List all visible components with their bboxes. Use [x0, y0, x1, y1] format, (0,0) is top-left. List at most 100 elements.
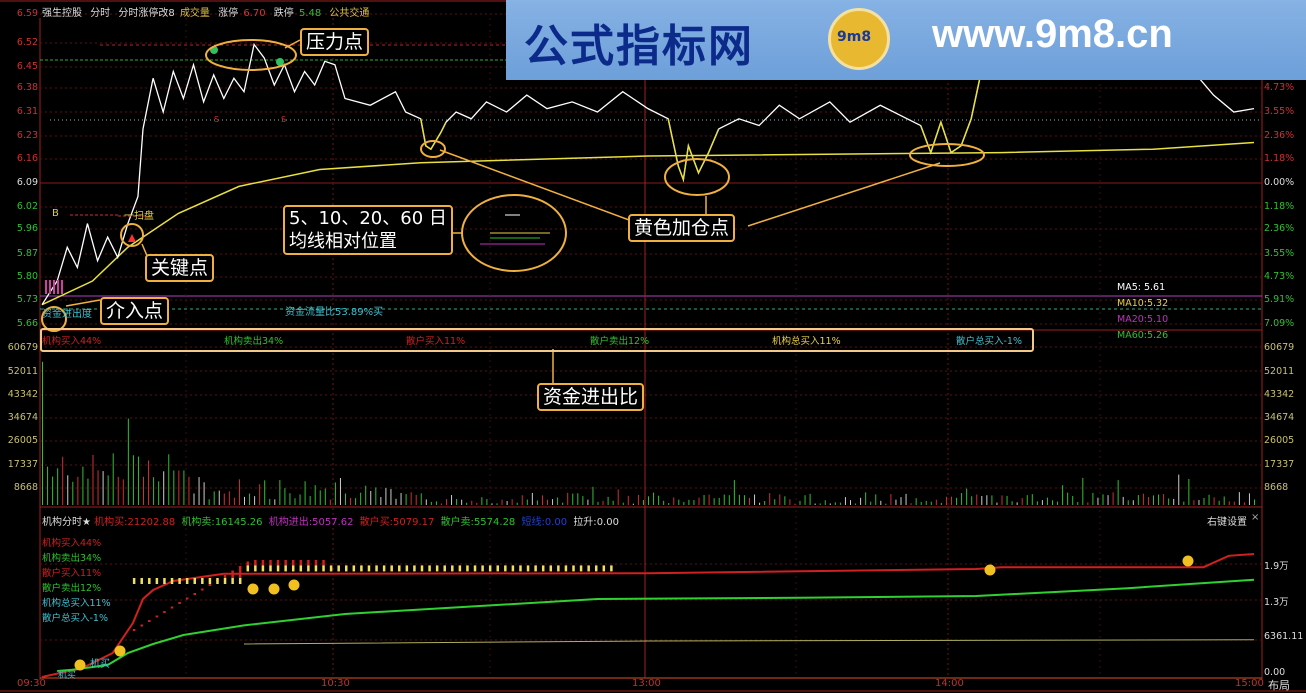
price-tick: 6.31	[16, 106, 38, 117]
signal-bar	[329, 565, 333, 572]
volume-bar	[294, 498, 296, 505]
watermark-banner: 公式指标网 9m8 www.9m8.cn	[506, 0, 1306, 80]
volume-bar	[269, 498, 271, 505]
volume-bar	[319, 490, 321, 505]
volume-bar	[1092, 492, 1094, 505]
annotation-arrow	[439, 149, 641, 225]
signal-bar	[170, 606, 174, 609]
annotation-arrow	[284, 39, 301, 49]
price-tick: 6.16	[16, 153, 38, 164]
signal-bar	[201, 578, 204, 584]
volume-bar	[552, 499, 554, 505]
volume-bar	[683, 501, 685, 505]
stock-name[interactable]: 强生控股	[42, 8, 82, 19]
volume-bar	[314, 485, 316, 505]
signal-bar	[579, 565, 583, 572]
volume-bar	[632, 503, 634, 505]
volume-bar	[900, 497, 902, 505]
signal-bar	[572, 565, 575, 572]
indicator-name[interactable]: 分时涨停改8	[118, 8, 175, 19]
volume-bar	[981, 495, 983, 505]
time-tick: 10:30	[321, 678, 350, 689]
signal-bar	[375, 565, 378, 572]
volume-bar	[1248, 493, 1250, 505]
volume-bar	[476, 502, 478, 505]
signal-bar	[276, 565, 280, 572]
stat-label: 散户买:	[359, 517, 394, 528]
signal-bar	[148, 620, 151, 622]
volume-bar	[1016, 502, 1018, 505]
fund-ratio-item: 机构总买入11%	[772, 336, 841, 347]
signal-bar	[170, 578, 174, 584]
volume-bar	[193, 493, 195, 505]
annotation-arrow	[65, 299, 101, 307]
signal-bar	[307, 565, 310, 572]
right-click-settings[interactable]: 右键设置	[1207, 517, 1247, 528]
signal-bar	[534, 565, 537, 572]
signal-bar	[178, 578, 181, 584]
volume-bar	[814, 503, 816, 505]
volume-bar	[592, 486, 594, 505]
smiley-icon	[114, 645, 126, 657]
volume-bar	[370, 490, 372, 505]
volume-bar	[915, 498, 917, 505]
institution-buy-line	[41, 553, 1255, 678]
signal-bar	[451, 565, 454, 572]
volume-bar	[430, 501, 432, 505]
volume-bar	[425, 499, 427, 505]
signal-bar	[420, 565, 424, 572]
fund-flow-text: 资金流量比53.89%买	[285, 307, 384, 318]
volume-bar	[1112, 492, 1114, 505]
volume-bar	[481, 497, 483, 505]
volume-bar	[789, 499, 791, 505]
volume-bar	[673, 497, 675, 505]
lower-panel-title[interactable]: 机构分时★	[42, 517, 91, 528]
volume-bar	[405, 493, 407, 505]
stat-label: 机构卖:	[181, 517, 215, 528]
volume-bar	[238, 479, 240, 505]
volume-bar	[1067, 492, 1069, 505]
sector-name[interactable]: 公共交通	[329, 8, 370, 19]
volume-bar	[1188, 478, 1190, 505]
volume-bar	[521, 495, 523, 505]
signal-bar	[291, 565, 295, 572]
volume-bar	[451, 495, 453, 505]
layout-button[interactable]: 布局	[1268, 679, 1290, 692]
volume-bar	[1203, 497, 1205, 505]
volume-bar	[1183, 501, 1185, 505]
smiley-icon	[288, 579, 300, 591]
volume-bar	[920, 501, 922, 505]
volume-bar	[446, 499, 447, 505]
signal-bar	[238, 578, 242, 584]
stat-label: 机构进出:	[268, 517, 313, 528]
volume-bar	[299, 494, 301, 505]
volume-bar	[1082, 477, 1084, 505]
price-tick: 5.80	[16, 271, 38, 282]
volume-bar	[738, 494, 740, 505]
time-tick: 15:00	[1235, 678, 1264, 689]
volume-bar	[390, 489, 392, 505]
volume-bar	[1163, 494, 1165, 505]
signal-bar	[352, 565, 356, 572]
annotation-pressure: 压力点	[300, 28, 370, 56]
volume-bar	[536, 500, 538, 505]
price-tick: 6.45	[16, 61, 38, 72]
limit-down-label: 跌停	[273, 8, 294, 19]
lower-tick: 0.00	[1264, 667, 1286, 678]
volume-bar	[925, 500, 927, 505]
signal-bar	[435, 565, 439, 572]
signal-bar	[481, 565, 484, 572]
annotation-fund-in-out: 资金进出比	[537, 383, 645, 411]
signal-bar	[322, 565, 325, 572]
lower-legend-item: 散户卖出12%	[42, 583, 102, 594]
signal-bar	[254, 560, 257, 566]
volume-bar	[930, 501, 932, 505]
volume-bar	[183, 470, 185, 505]
close-panel-button[interactable]: ×	[1251, 512, 1260, 523]
volume-bar	[1041, 500, 1043, 505]
signal-bar	[284, 565, 287, 572]
volume-bar	[1254, 499, 1255, 505]
price-tick: 5.73	[16, 294, 38, 305]
sell-mark: S	[281, 115, 286, 124]
volume-bar	[642, 500, 644, 505]
